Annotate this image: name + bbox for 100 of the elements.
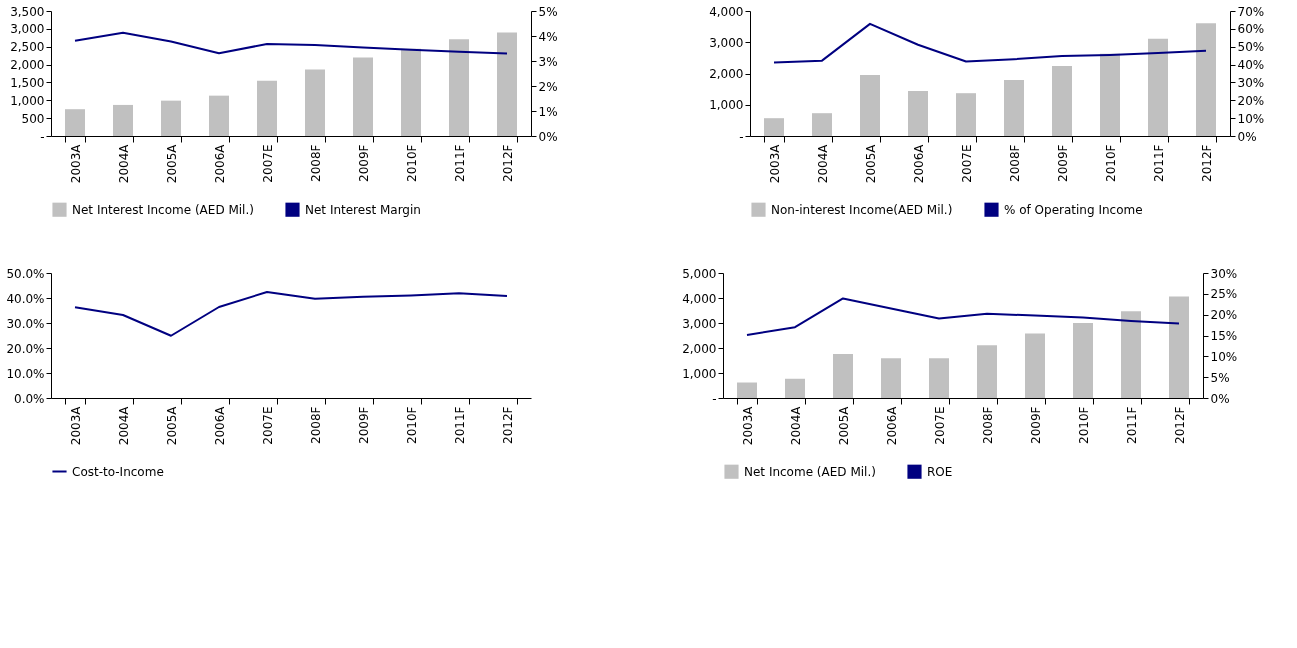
x-tick-label: 2010F: [404, 144, 419, 182]
y-tick-label: 30.0%: [6, 316, 45, 331]
line-series: [773, 22, 1207, 64]
y-tick-label: -: [40, 129, 45, 144]
x-tick-label: 2012F: [500, 406, 515, 444]
x-tick-label: 2012F: [1172, 406, 1187, 444]
bar: [113, 104, 133, 136]
legend-label: Cost-to-Income: [72, 464, 164, 479]
x-tick-label: 2007E: [260, 406, 275, 445]
y-tick-label: 1,000: [682, 366, 717, 381]
y2-tick-label: 5%: [1210, 370, 1230, 385]
x-tick-label: 2011F: [1151, 144, 1166, 182]
bar: [209, 95, 229, 136]
line-series: [74, 291, 508, 337]
y-tick-label: 10.0%: [6, 366, 45, 381]
x-tick-label: 2008F: [308, 144, 323, 182]
y2-tick-label: 30%: [1237, 75, 1265, 90]
x-tick-label: 2011F: [1124, 406, 1139, 444]
legend-label: Net Interest Margin: [305, 202, 421, 217]
x-tick-label: 2003A: [68, 405, 83, 446]
y2-tick-label: 30%: [1210, 266, 1238, 281]
x-tick-label: 2003A: [767, 143, 782, 184]
x-tick-label: 2004A: [116, 405, 131, 446]
line-series: [74, 31, 508, 55]
x-tick-label: 2007E: [932, 406, 947, 445]
y2-tick-label: 0%: [1210, 391, 1230, 406]
bar: [1073, 323, 1093, 398]
bar: [977, 345, 997, 398]
x-tick-label: 2005A: [164, 405, 179, 446]
y2-tick-label: 5%: [538, 4, 558, 19]
x-tick-label: 2010F: [1103, 144, 1118, 182]
legend-label: Net Income (AED Mil.): [744, 464, 876, 479]
y2-tick-label: 50%: [1237, 40, 1265, 55]
bar: [764, 118, 784, 136]
x-tick-label: 2012F: [500, 144, 515, 182]
x-tick-label: 2003A: [68, 143, 83, 184]
y2-tick-label: 40%: [1237, 58, 1265, 73]
y-tick-label: 3,000: [709, 35, 744, 50]
y-tick-label: 3,000: [10, 22, 45, 37]
bar: [449, 39, 469, 136]
y-tick-label: 2,500: [10, 40, 45, 55]
bar: [1121, 311, 1141, 398]
x-tick-label: 2003A: [740, 405, 755, 446]
legend-label: Non-interest Income(AED Mil.): [771, 202, 953, 217]
y2-tick-label: 1%: [538, 104, 558, 119]
x-tick-label: 2008F: [308, 406, 323, 444]
y-tick-label: 3,500: [10, 4, 45, 19]
bar: [257, 80, 277, 136]
y-tick-label: 4,000: [709, 4, 744, 19]
bar: [812, 113, 832, 136]
y-tick-label: -: [712, 391, 717, 406]
bar: [1004, 80, 1024, 136]
y-tick-label: 2,000: [682, 341, 717, 356]
y2-tick-label: 10%: [1210, 349, 1238, 364]
bar: [401, 48, 421, 136]
x-tick-label: 2005A: [836, 405, 851, 446]
x-tick-label: 2009F: [1028, 406, 1043, 444]
y2-tick-label: 3%: [538, 54, 558, 69]
x-tick-label: 2009F: [356, 144, 371, 182]
x-tick-label: 2007E: [959, 144, 974, 183]
y2-tick-label: 10%: [1237, 111, 1265, 126]
legend-label: % of Operating Income: [1004, 202, 1143, 217]
y2-tick-label: 70%: [1237, 4, 1265, 19]
bar: [305, 69, 325, 136]
x-tick-label: 2006A: [212, 143, 227, 184]
y-tick-label: 20.0%: [6, 341, 45, 356]
bar: [1025, 333, 1045, 398]
y2-tick-label: 2%: [538, 79, 558, 94]
y-tick-label: 4,000: [682, 291, 717, 306]
y2-tick-label: 15%: [1210, 329, 1238, 343]
bar: [785, 378, 805, 398]
y-tick-label: 5,000: [682, 266, 717, 281]
x-tick-label: 2006A: [212, 405, 227, 446]
y2-tick-label: 0%: [538, 129, 558, 144]
x-tick-label: 2007E: [260, 144, 275, 183]
y-tick-label: 3,000: [682, 316, 717, 331]
y-tick-label: 1,000: [709, 98, 744, 113]
y2-tick-label: 25%: [1210, 287, 1238, 302]
x-tick-label: 2005A: [164, 143, 179, 184]
bar: [1052, 66, 1072, 136]
x-tick-label: 2008F: [1007, 144, 1022, 182]
bar: [353, 57, 373, 136]
bar: [497, 32, 517, 136]
legend-label: Net Interest Income (AED Mil.): [72, 202, 254, 217]
bar: [65, 109, 85, 136]
bar: [908, 91, 928, 136]
x-tick-label: 2004A: [116, 143, 131, 184]
bar: [1169, 296, 1189, 398]
bar: [1196, 23, 1216, 136]
x-tick-label: 2006A: [911, 143, 926, 184]
y-tick-label: 500: [21, 111, 45, 126]
bar: [929, 358, 949, 398]
x-tick-label: 2011F: [452, 406, 467, 444]
bar: [956, 93, 976, 136]
line-series: [746, 297, 1180, 337]
y-tick-label: 40.0%: [6, 291, 45, 306]
y2-tick-label: 0%: [1237, 129, 1257, 144]
y2-tick-label: 20%: [1210, 308, 1238, 323]
x-tick-label: 2010F: [1076, 406, 1091, 444]
y2-tick-label: 4%: [538, 29, 558, 44]
